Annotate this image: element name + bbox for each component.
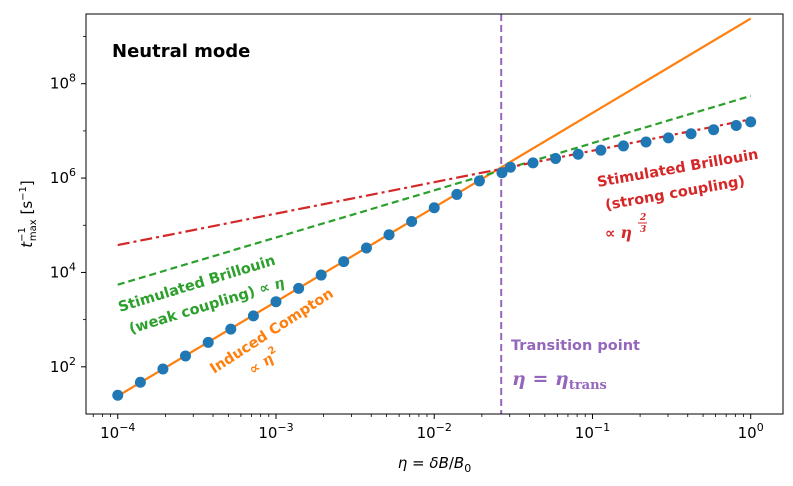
red-annotation-scaling: ∝ η [605,223,632,242]
green-annotation: Stimulated Brillouin (weak coupling) ∝ η [116,251,289,339]
data-point [406,216,418,228]
x-tick-label: 100 [738,421,764,442]
x-tick-label: 10−1 [575,421,610,442]
data-point [270,296,282,308]
data-point [617,140,629,152]
data-point [179,350,191,362]
y-tick-label: 108 [50,72,76,93]
data-point [496,167,508,179]
data-point [202,336,214,348]
data-point [360,242,372,254]
x-tick-label: 10−3 [258,421,293,442]
data-point [730,120,742,132]
data-point [572,148,584,160]
data-point [550,152,562,164]
chart-title: Neutral mode [112,41,250,62]
series-line-dashdot [117,118,751,247]
data-point [293,282,305,294]
purple-annotation-equation: η = ηtrans [512,368,607,393]
y-tick-label: 104 [50,260,76,281]
data-point [428,202,440,214]
data-point [595,144,607,156]
x-tick-label: 10−2 [417,421,452,442]
data-point [338,256,350,268]
red-annotation: Stimulated Brillouin (strong coupling) [596,146,769,215]
y-tick-label: 102 [50,355,76,376]
data-point [662,132,674,144]
y-axis-label: t−1max [s−1] [17,180,39,247]
data-point [708,124,720,136]
data-point [527,157,539,169]
x-tick-label: 10−4 [100,421,135,442]
ticks-layer: 10−4 10−3 10−2 10−1 100 102 104 106 108 [50,36,764,442]
x-axis-label: η = δB/B0 [398,454,471,475]
purple-annotation-label: Transition point [511,338,640,354]
data-point [112,389,124,401]
y-tick-label: 106 [50,166,76,187]
data-point [451,188,463,200]
series-line-dashed [117,94,752,286]
data-point [383,229,395,241]
data-point [157,363,169,375]
series-layer [112,14,757,414]
data-point [315,269,327,281]
data-point [225,323,237,335]
data-point [640,136,652,148]
data-point [473,175,485,187]
data-point [685,128,697,140]
red-exp-numerator: 2 [639,213,646,223]
data-point [745,116,757,128]
data-point [134,376,146,388]
red-exp-denominator: 3 [640,225,646,235]
data-point [247,310,259,322]
data-point [504,161,516,173]
